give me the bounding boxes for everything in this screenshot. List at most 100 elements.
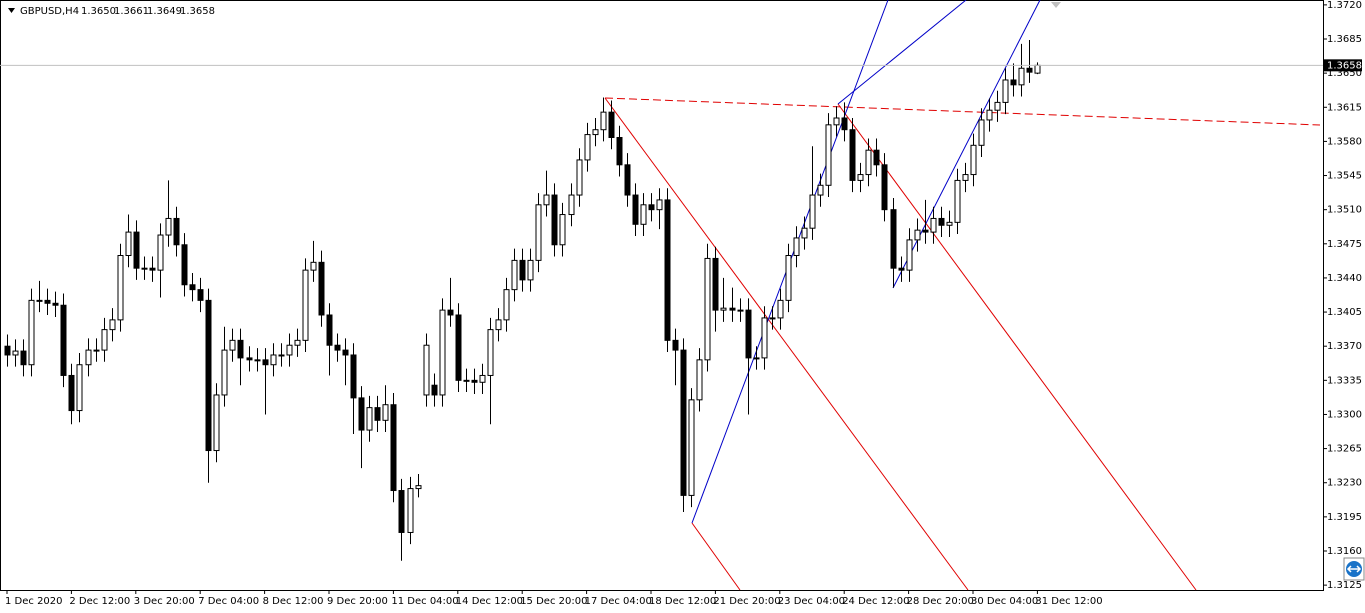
candle-body: [769, 317, 776, 320]
y-tick-label: 1.3685: [1327, 34, 1362, 45]
candle-body: [592, 129, 599, 136]
candle-body: [1010, 79, 1017, 86]
candle-body: [495, 319, 502, 331]
candle-body: [1034, 64, 1041, 74]
x-tick-label: 3 Dec 20:00: [134, 596, 195, 607]
candle-body: [873, 149, 880, 166]
candle-body: [584, 134, 591, 161]
candle-body: [922, 229, 929, 233]
candle-body: [165, 217, 172, 236]
candle-body: [1018, 67, 1025, 86]
candle-body: [141, 267, 148, 270]
candle-body: [527, 259, 534, 281]
candle-body: [181, 244, 188, 286]
candle-body: [632, 194, 639, 225]
candle-body: [358, 397, 365, 431]
x-tick-label: 31 Dec 12:00: [1035, 596, 1102, 607]
ohlc-low: 1.3649: [147, 6, 182, 17]
candle-body: [407, 488, 414, 533]
candle-body: [76, 364, 83, 412]
candle-body: [986, 109, 993, 121]
candle-body: [890, 209, 897, 269]
candle-body: [237, 339, 244, 359]
candle-body: [680, 349, 687, 496]
candle-body: [608, 111, 615, 139]
candle-body: [970, 144, 977, 176]
candle-body: [382, 404, 389, 421]
candle-body: [374, 407, 381, 421]
candle-body: [85, 349, 92, 366]
candle-body: [229, 339, 236, 351]
y-tick-label: 1.3475: [1327, 239, 1362, 250]
candle-body: [302, 269, 309, 341]
expand-button[interactable]: [1343, 557, 1365, 581]
candle-body: [656, 199, 663, 211]
candle-body: [173, 217, 180, 246]
candle-body: [809, 194, 816, 229]
candle-body: [930, 217, 937, 233]
y-tick-label: 1.3300: [1327, 409, 1362, 420]
y-tick-label: 1.3265: [1327, 444, 1362, 455]
candle-body: [12, 350, 19, 356]
candle-body: [793, 237, 800, 257]
red-trendline: [837, 103, 1197, 591]
candle-body: [342, 349, 349, 356]
y-tick-label: 1.3440: [1327, 273, 1362, 284]
candle-body: [463, 379, 470, 382]
candle-body: [326, 314, 333, 346]
ohlc-close: 1.3658: [180, 6, 215, 17]
x-tick-label: 11 Dec 04:00: [391, 596, 458, 607]
y-tick-label: 1.3615: [1327, 102, 1362, 113]
candle-body: [712, 257, 719, 311]
candle-body: [254, 359, 261, 362]
candle-body: [60, 304, 67, 376]
candle-body: [576, 159, 583, 196]
red-trendline: [691, 522, 741, 591]
x-tick-label: 14 Dec 12:00: [456, 596, 523, 607]
candle-body: [270, 354, 277, 366]
candle-body: [431, 384, 438, 396]
blue-channel-line: [837, 0, 967, 105]
x-tick-label: 9 Dec 20:00: [327, 596, 388, 607]
candle-body: [898, 267, 905, 271]
candles: [4, 39, 1041, 561]
candle-body: [455, 314, 462, 381]
candle-body: [28, 299, 35, 366]
candle-body: [543, 194, 550, 206]
candle-body: [664, 199, 671, 341]
x-tick-label: 21 Dec 20:00: [713, 596, 780, 607]
candle-body: [761, 317, 768, 359]
ohlc-open: 1.3650: [81, 6, 116, 17]
candle-body: [833, 117, 840, 126]
y-tick-label: 1.3580: [1327, 136, 1362, 147]
candle-body: [213, 394, 220, 452]
candle-body: [696, 359, 703, 401]
candle-body: [318, 261, 325, 316]
y-tick-label: 1.3545: [1327, 171, 1362, 182]
price-tag: [1324, 59, 1362, 72]
candle-body: [197, 289, 204, 301]
x-tick-label: 17 Dec 04:00: [585, 596, 652, 607]
plot-frame: [0, 0, 1324, 591]
candle-body: [366, 407, 373, 431]
candle-body: [278, 354, 285, 357]
button-arrows[interactable]: [1346, 565, 1362, 573]
candle-body: [519, 259, 526, 281]
candle-body: [600, 111, 607, 131]
candle-body: [133, 231, 140, 269]
y-tick-label: 1.3510: [1327, 205, 1362, 216]
candle-body: [447, 309, 454, 316]
x-tick-label: 30 Dec 04:00: [971, 596, 1038, 607]
y-tick-label: 1.3720: [1327, 0, 1362, 11]
candle-body: [624, 164, 631, 196]
candle-body: [865, 149, 872, 176]
candle-body: [415, 485, 422, 490]
candle-body: [785, 255, 792, 301]
candle-body: [745, 309, 752, 359]
y-tick-label: 1.3650: [1327, 68, 1362, 79]
candle-body: [841, 117, 848, 131]
menu-triangle[interactable]: [8, 8, 15, 13]
x-tick-label: 24 Dec 12:00: [842, 596, 909, 607]
candle-body: [4, 345, 11, 356]
